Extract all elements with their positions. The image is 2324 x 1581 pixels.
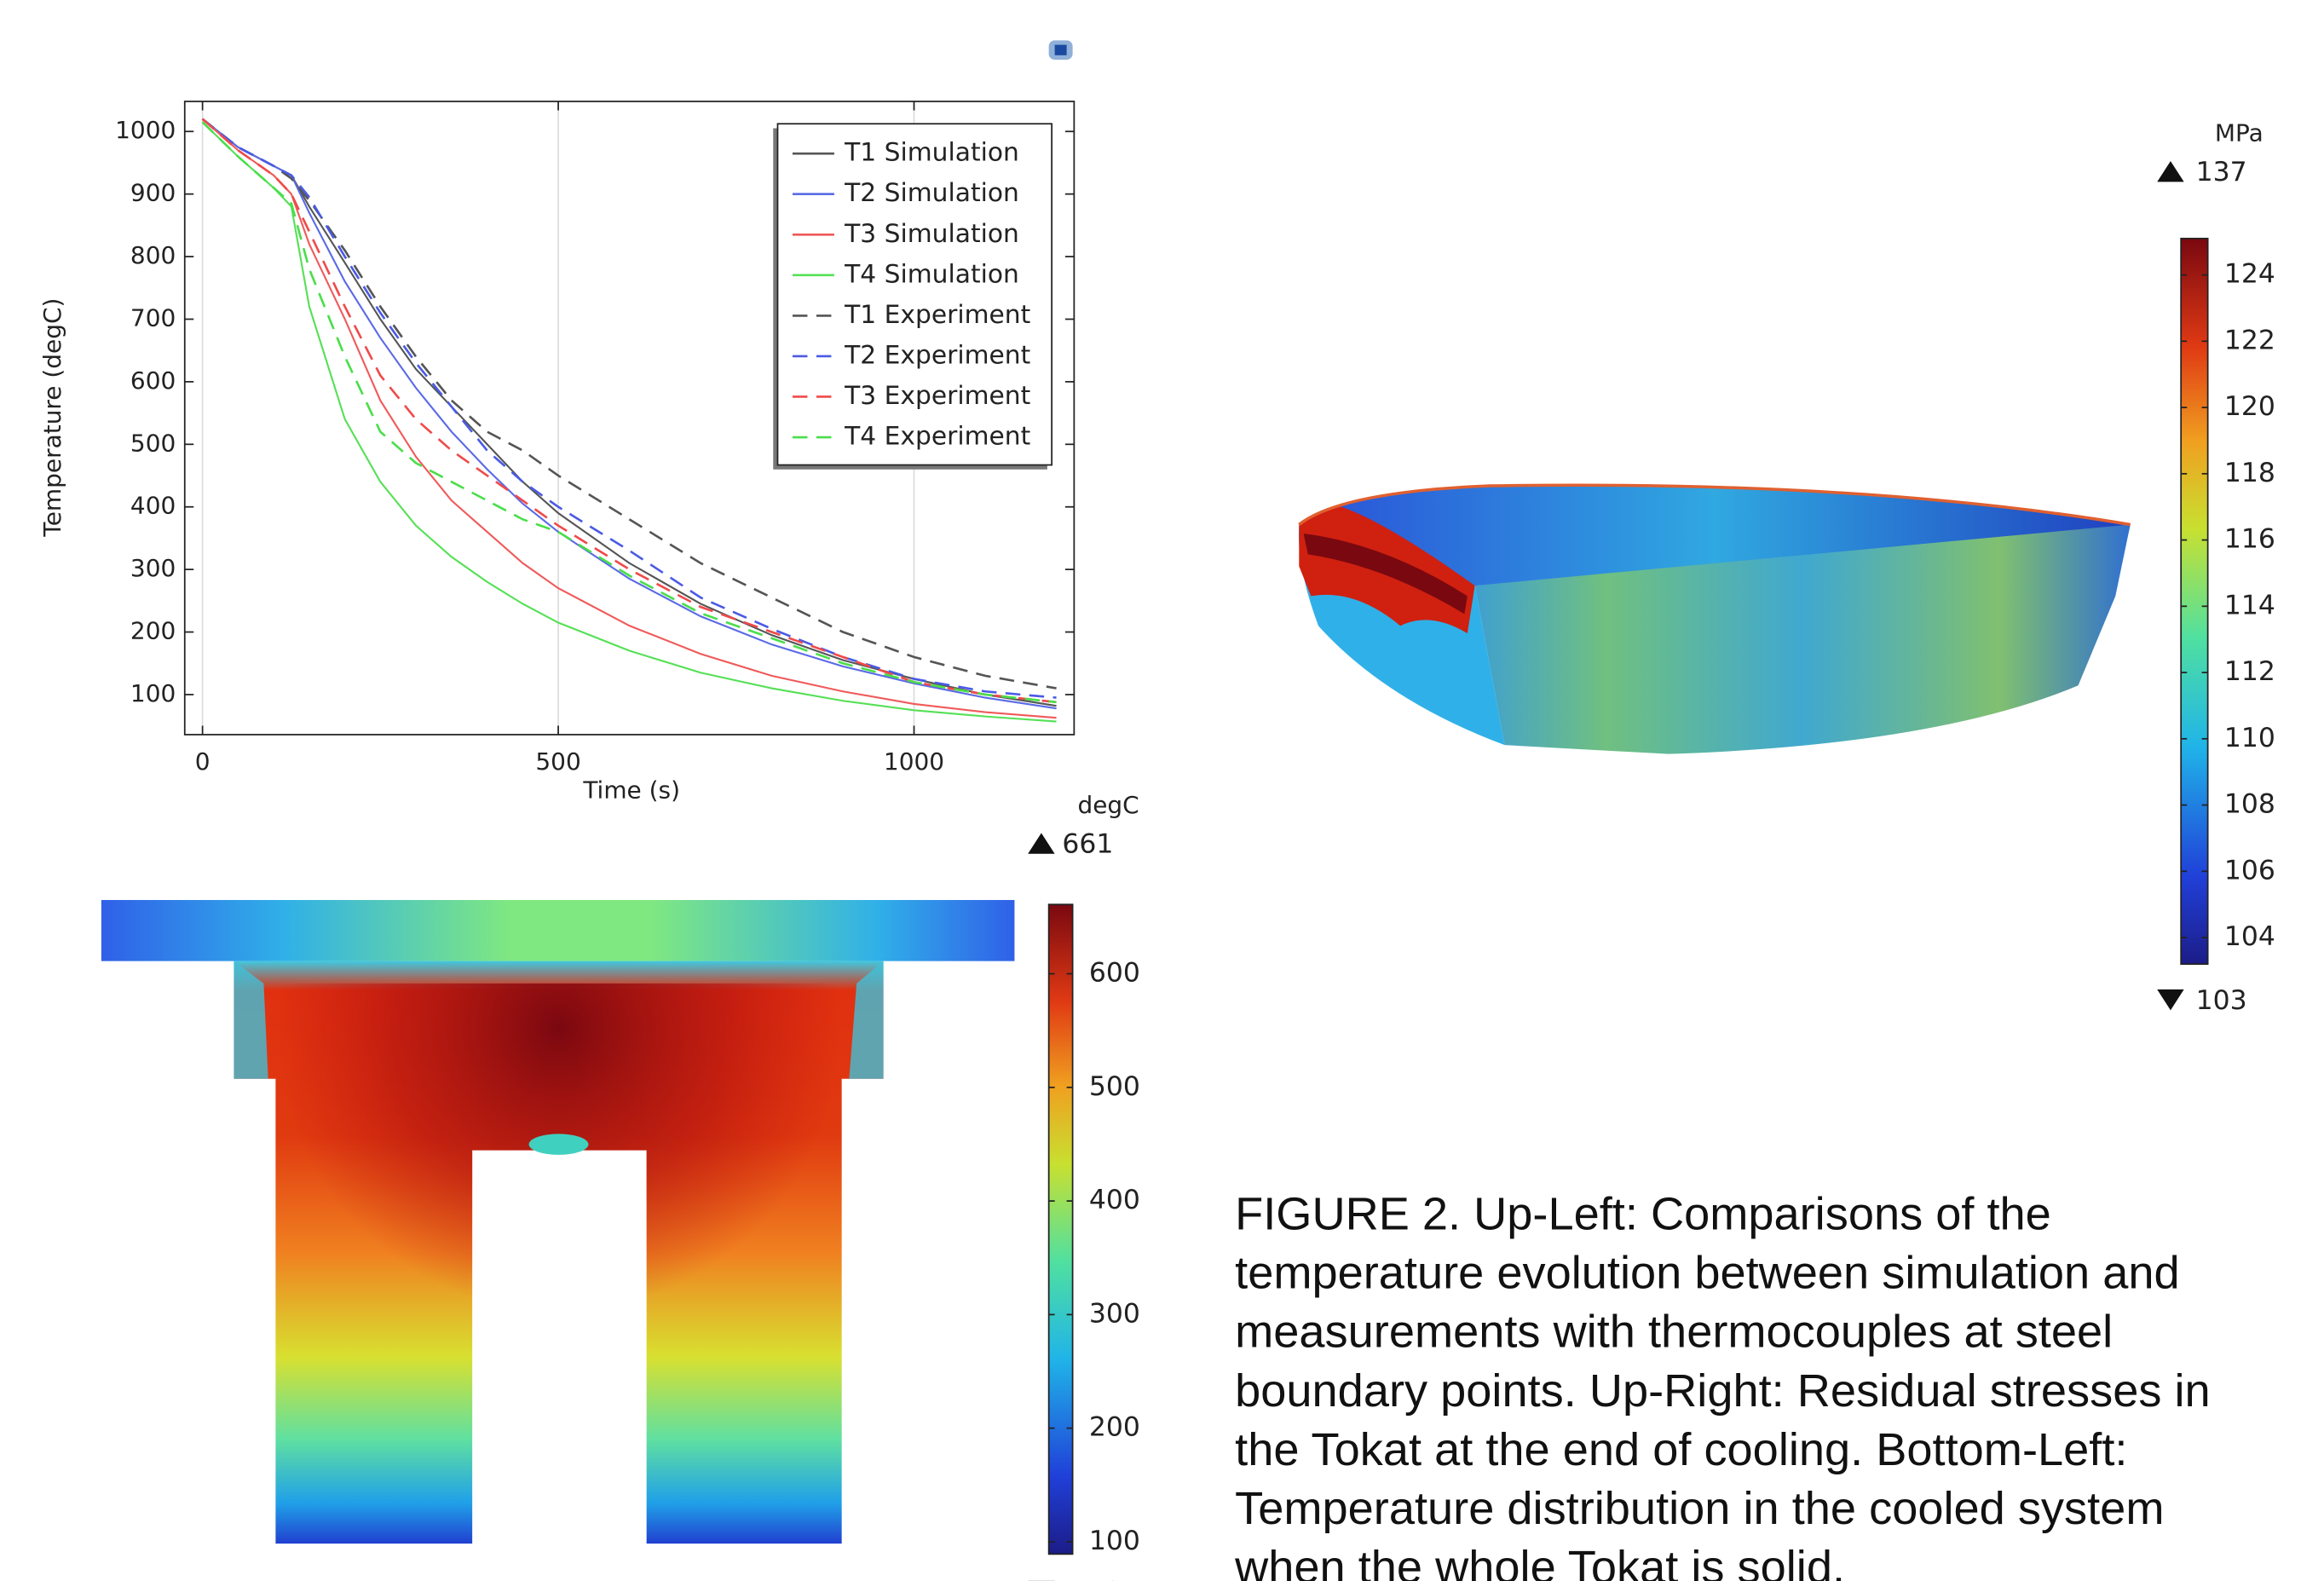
min-label: 89.2 — [1062, 1577, 1122, 1581]
max-label: 661 — [1062, 828, 1113, 859]
stress-colorbar: MPa 137 103 104 106 108 110 112 114 116 118 120 1… — [2157, 118, 2275, 1015]
colorbar-tick-label: 110 — [2224, 723, 2275, 753]
colorbar-tick-label: 112 — [2224, 656, 2275, 687]
max-label: 137 — [2196, 157, 2247, 188]
x-tick-label: 1000 — [884, 747, 944, 776]
y-tick-label: 100 — [130, 679, 176, 707]
min-marker — [2157, 990, 2183, 1010]
caption-line: FIGURE 2. Up-Left: Comparisons of the — [1235, 1189, 2051, 1240]
x-axis-label: Time (s) — [582, 776, 680, 804]
colorbar-tick-label: 600 — [1089, 958, 1140, 989]
colorbar-tick-label: 300 — [1089, 1298, 1140, 1329]
colorbar-tick-label: 500 — [1089, 1071, 1140, 1102]
y-tick-label: 600 — [130, 366, 176, 395]
y-tick-label: 700 — [130, 303, 176, 332]
x-tick-label: 500 — [535, 747, 580, 776]
y-tick-label: 1000 — [115, 116, 176, 144]
temperature-colorbar: degC 661 89.2 100 200 300 400 500 600 — [1028, 791, 1140, 1581]
y-tick-label: 800 — [130, 241, 176, 269]
colorbar-tick-label: 108 — [2224, 789, 2275, 820]
colorbar-tick-label: 104 — [2224, 921, 2275, 952]
icon-inner — [1055, 45, 1067, 55]
stress-render — [1299, 485, 2131, 753]
y-tick-label: 500 — [130, 429, 176, 457]
legend-label: T2 Simulation — [844, 178, 1019, 208]
caption: FIGURE 2. Up-Left: Comparisons of the tem… — [1234, 1189, 2211, 1581]
legend-label: T1 Simulation — [844, 138, 1019, 168]
caption-line: the Tokat at the end of cooling. Bottom-… — [1235, 1424, 2127, 1475]
legend-label: T4 Experiment — [844, 422, 1030, 452]
temperature-render — [101, 900, 1015, 1543]
legend-label: T1 Experiment — [844, 300, 1030, 330]
caption-line: when the whole Tokat is solid. — [1234, 1542, 1845, 1581]
unit-label: degC — [1077, 791, 1139, 819]
colorbar — [2181, 239, 2207, 964]
y-tick-label: 400 — [130, 492, 176, 520]
colorbar-tick-label: 116 — [2224, 524, 2275, 555]
figure: Time (s) Temperature (degC) 0 500 1000 100 2… — [0, 0, 2324, 1581]
caption-line: Temperature distribution in the cooled s… — [1235, 1483, 2164, 1534]
colorbar-tick-label: 120 — [2224, 391, 2275, 422]
y-axis-label: Temperature (degC) — [38, 298, 66, 538]
y-tick-label: 900 — [130, 179, 176, 207]
caption-line: measurements with thermocouples at steel — [1235, 1307, 2113, 1358]
x-tick-label: 0 — [195, 747, 210, 776]
colorbar-tick-label: 200 — [1089, 1412, 1140, 1443]
legend-label: T3 Experiment — [844, 381, 1030, 411]
legend-label: T2 Experiment — [844, 340, 1030, 370]
y-tick-label: 200 — [130, 617, 176, 645]
colorbar-tick-label: 100 — [1089, 1526, 1140, 1556]
page: {"chart_data": [{"type": "line", "xlabel… — [0, 0, 2324, 1581]
min-label: 103 — [2196, 985, 2247, 1016]
max-marker — [1028, 833, 1054, 853]
colorbar-tick-label: 118 — [2224, 458, 2275, 488]
unit-label: MPa — [2215, 118, 2263, 147]
caption-line: temperature evolution between simulation… — [1235, 1248, 2180, 1299]
colorbar-tick-label: 124 — [2224, 259, 2275, 290]
colorbar-tick-label: 106 — [2224, 855, 2275, 886]
caption-line: boundary points. Up-Right: Residual stre… — [1235, 1365, 2211, 1417]
legend-box — [777, 124, 1052, 464]
colorbar-tick-label: 114 — [2224, 590, 2275, 620]
colorbar-tick-label: 122 — [2224, 325, 2275, 355]
y-tick-label: 300 — [130, 554, 176, 582]
line-chart: Time (s) Temperature (degC) 0 500 1000 100 2… — [38, 101, 1074, 804]
legend-label: T3 Simulation — [844, 219, 1019, 249]
colorbar-tick-label: 400 — [1089, 1185, 1140, 1215]
legend-label: T4 Simulation — [844, 259, 1019, 289]
max-marker — [2157, 161, 2183, 182]
colorbar — [1049, 904, 1073, 1554]
